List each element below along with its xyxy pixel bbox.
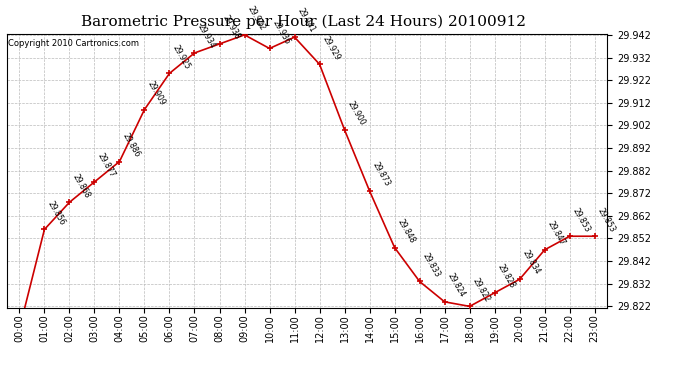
Text: 29.934: 29.934 [196,22,217,50]
Text: 29.853: 29.853 [571,206,592,234]
Text: 29.847: 29.847 [546,220,567,247]
Text: 29.828: 29.828 [496,263,517,290]
Text: 29.909: 29.909 [146,79,167,107]
Text: Barometric Pressure per Hour (Last 24 Hours) 20100912: Barometric Pressure per Hour (Last 24 Ho… [81,15,526,29]
Text: 29.868: 29.868 [71,172,92,200]
Text: Copyright 2010 Cartronics.com: Copyright 2010 Cartronics.com [8,39,139,48]
Text: 29.873: 29.873 [371,161,392,188]
Text: 29.834: 29.834 [521,249,542,276]
Text: 29.929: 29.929 [321,34,342,62]
Text: 29.824: 29.824 [446,272,467,299]
Text: 29.833: 29.833 [421,251,442,279]
Text: 29.848: 29.848 [396,217,417,245]
Text: 29.925: 29.925 [171,43,192,70]
Text: 29.886: 29.886 [121,132,142,159]
Text: 29.877: 29.877 [96,152,117,179]
Text: 29.938: 29.938 [221,14,242,41]
Text: 29.942: 29.942 [246,4,267,32]
Text: 29.900: 29.900 [346,100,367,127]
Text: 29.812: 29.812 [0,374,1,375]
Text: 29.856: 29.856 [46,199,67,226]
Text: 29.941: 29.941 [296,7,317,34]
Text: 29.822: 29.822 [471,276,492,304]
Text: 29.936: 29.936 [271,18,292,46]
Text: 29.853: 29.853 [596,206,617,234]
